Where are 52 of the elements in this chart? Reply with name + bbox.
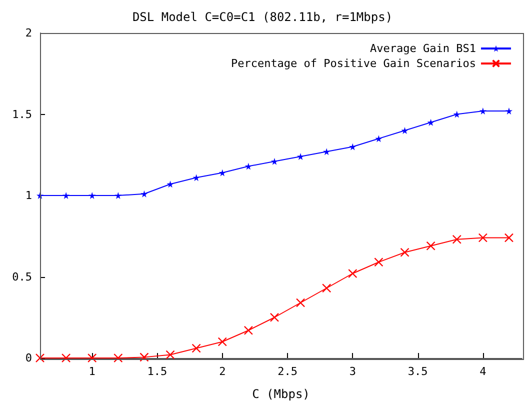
point: [505, 108, 512, 114]
y-tick-label: 1.5: [12, 108, 32, 121]
point: [426, 241, 436, 250]
point: [244, 162, 252, 170]
point: [270, 158, 278, 165]
point: [453, 110, 460, 118]
x-tick-label: 3.5: [408, 365, 428, 378]
x-tick-label: 2: [219, 365, 226, 378]
point: [218, 169, 226, 176]
point: [479, 108, 486, 114]
point: [114, 353, 123, 363]
point: [166, 180, 174, 188]
y-tick-label: 0.5: [12, 270, 32, 284]
point: [400, 248, 410, 257]
point: [323, 148, 330, 156]
point: [374, 258, 384, 267]
legend-label: Percentage of Positive Gain Scenarios: [230, 57, 476, 70]
point: [61, 353, 71, 363]
y-tick-label: 0: [25, 352, 32, 364]
point: [322, 284, 332, 293]
x-tick-label: 3: [349, 365, 356, 378]
x-tick-label: 1.5: [147, 365, 168, 378]
point: [244, 326, 254, 335]
point: [35, 353, 45, 363]
chart-title: DSL Model C=C0=C1 (802.11b, r=1Mbps): [132, 10, 393, 24]
y-tick-label: 2: [25, 26, 32, 40]
legend-label: Average Gain BS1: [370, 42, 476, 55]
point: [192, 344, 201, 353]
point: [140, 352, 149, 362]
point: [427, 118, 434, 126]
point: [375, 135, 382, 142]
point: [218, 337, 227, 346]
point: [270, 312, 280, 322]
point: [478, 233, 488, 242]
point: [62, 192, 70, 199]
y-tick-label: 1: [25, 189, 32, 202]
point: [88, 192, 96, 199]
point: [166, 350, 175, 360]
point: [192, 174, 200, 182]
point: [88, 353, 97, 363]
x-tick-label: 4: [480, 365, 487, 378]
point: [114, 192, 122, 199]
point: [504, 233, 514, 242]
point: [401, 127, 408, 134]
point: [140, 190, 148, 198]
x-tick-label: 1: [88, 365, 96, 378]
point: [348, 268, 358, 278]
point: [452, 234, 462, 244]
x-tick-label: 2.5: [278, 365, 298, 378]
point: [349, 143, 356, 150]
point: [296, 298, 306, 308]
x-axis-title: C (Mbps): [252, 387, 310, 401]
